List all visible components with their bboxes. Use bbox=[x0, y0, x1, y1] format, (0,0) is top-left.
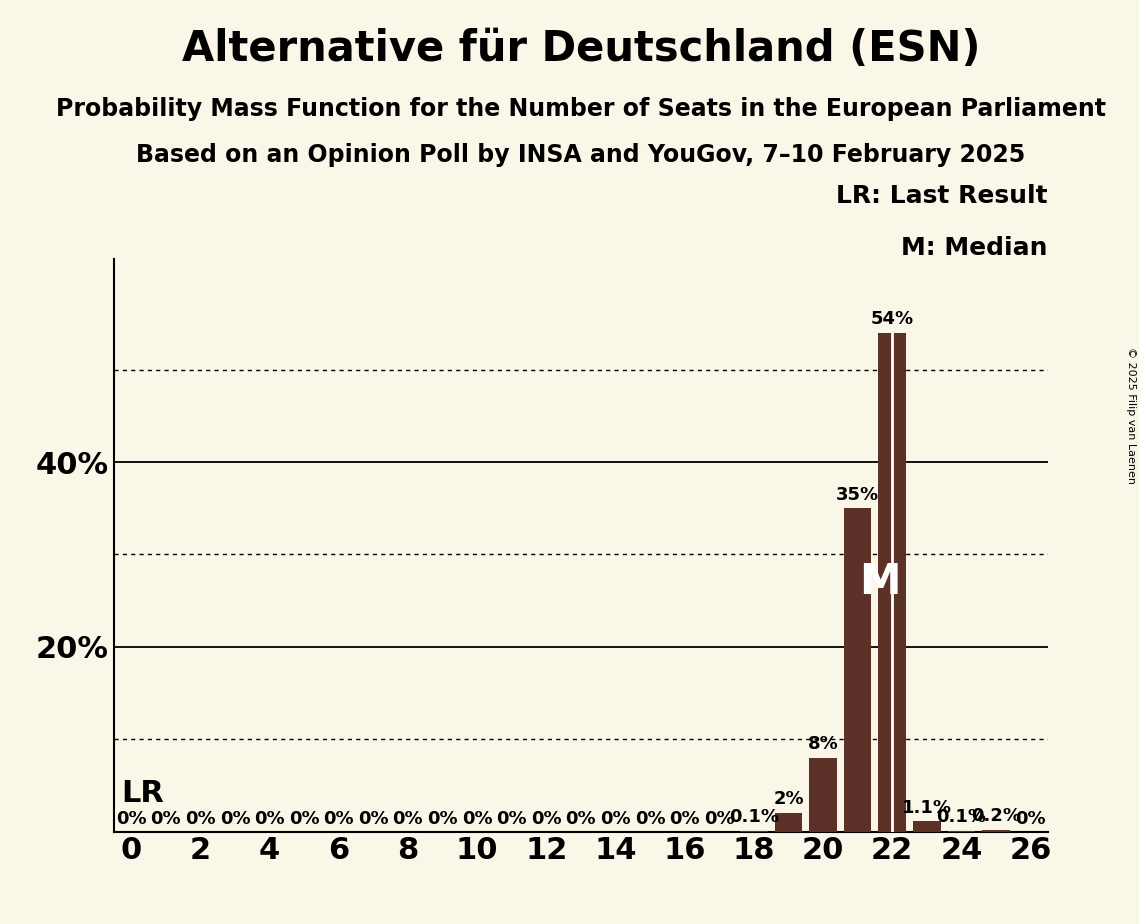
Bar bbox=[913, 821, 941, 832]
Text: © 2025 Filip van Laenen: © 2025 Filip van Laenen bbox=[1125, 347, 1136, 484]
Text: Probability Mass Function for the Number of Seats in the European Parliament: Probability Mass Function for the Number… bbox=[56, 97, 1106, 121]
Text: LR: LR bbox=[121, 780, 164, 808]
Text: 2%: 2% bbox=[773, 791, 804, 808]
Text: 0%: 0% bbox=[116, 810, 147, 828]
Bar bbox=[878, 333, 906, 832]
Text: 54%: 54% bbox=[870, 310, 913, 328]
Text: 0%: 0% bbox=[254, 810, 285, 828]
Text: 0%: 0% bbox=[427, 810, 458, 828]
Text: 0%: 0% bbox=[634, 810, 665, 828]
Text: 0%: 0% bbox=[704, 810, 735, 828]
Text: 0%: 0% bbox=[461, 810, 492, 828]
Bar bbox=[809, 758, 837, 832]
Text: 8%: 8% bbox=[808, 736, 838, 753]
Text: M: Median: M: Median bbox=[901, 236, 1048, 260]
Text: 0%: 0% bbox=[289, 810, 319, 828]
Text: 0.2%: 0.2% bbox=[970, 808, 1021, 825]
Text: 0%: 0% bbox=[358, 810, 388, 828]
Text: 1.1%: 1.1% bbox=[902, 799, 952, 817]
Text: 0%: 0% bbox=[497, 810, 527, 828]
Text: 0%: 0% bbox=[220, 810, 251, 828]
Text: Alternative für Deutschland (ESN): Alternative für Deutschland (ESN) bbox=[181, 28, 981, 69]
Bar bbox=[948, 831, 975, 832]
Bar bbox=[844, 508, 871, 832]
Bar bbox=[775, 813, 802, 832]
Text: 0.1%: 0.1% bbox=[729, 808, 779, 826]
Text: 0%: 0% bbox=[600, 810, 631, 828]
Text: 0%: 0% bbox=[670, 810, 700, 828]
Text: 0%: 0% bbox=[566, 810, 596, 828]
Text: 0%: 0% bbox=[393, 810, 424, 828]
Text: 0%: 0% bbox=[185, 810, 215, 828]
Text: 0%: 0% bbox=[1015, 810, 1046, 828]
Text: LR: Last Result: LR: Last Result bbox=[836, 184, 1048, 208]
Text: 0%: 0% bbox=[323, 810, 354, 828]
Text: M: M bbox=[859, 561, 901, 603]
Bar bbox=[740, 831, 768, 832]
Text: 0%: 0% bbox=[150, 810, 181, 828]
Text: 0.1%: 0.1% bbox=[936, 808, 986, 826]
Text: 35%: 35% bbox=[836, 486, 879, 504]
Text: 0%: 0% bbox=[531, 810, 562, 828]
Text: Based on an Opinion Poll by INSA and YouGov, 7–10 February 2025: Based on an Opinion Poll by INSA and You… bbox=[137, 143, 1025, 167]
Bar bbox=[982, 830, 1010, 832]
